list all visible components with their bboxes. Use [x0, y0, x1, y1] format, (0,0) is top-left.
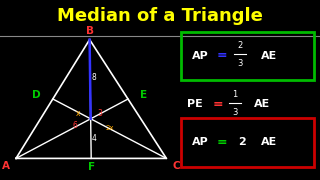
Text: 2: 2	[238, 137, 245, 147]
Text: Median of a Triangle: Median of a Triangle	[57, 7, 263, 25]
Text: PE: PE	[187, 99, 203, 109]
Text: 1: 1	[233, 90, 238, 99]
Text: 2x: 2x	[106, 125, 114, 131]
Text: AP: AP	[192, 137, 209, 147]
Text: 3: 3	[237, 59, 243, 68]
Text: A: A	[3, 161, 11, 171]
Text: 8: 8	[92, 73, 96, 82]
Text: 3: 3	[98, 109, 103, 118]
Text: AE: AE	[261, 51, 277, 61]
Text: =: =	[212, 98, 223, 111]
Text: x: x	[76, 109, 80, 118]
Text: D: D	[33, 90, 41, 100]
Text: AE: AE	[254, 99, 271, 109]
Text: =: =	[217, 49, 228, 62]
Text: =: =	[217, 136, 228, 149]
Text: B: B	[86, 26, 94, 36]
Text: 3: 3	[233, 108, 238, 117]
Text: AE: AE	[261, 137, 277, 147]
Text: AP: AP	[192, 51, 209, 61]
Text: F: F	[88, 162, 95, 172]
Text: 4: 4	[92, 134, 96, 143]
Text: C: C	[172, 161, 180, 171]
Text: E: E	[140, 90, 148, 100]
Text: 2: 2	[237, 41, 243, 50]
Text: 6: 6	[72, 122, 77, 130]
